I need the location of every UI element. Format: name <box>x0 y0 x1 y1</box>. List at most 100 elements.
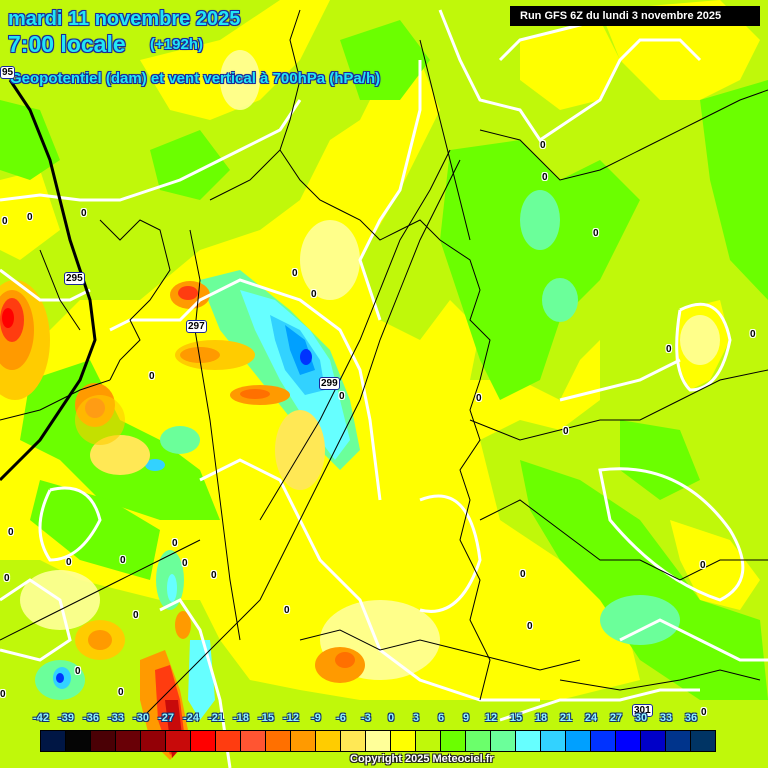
zero-contour-label: 0 <box>339 391 345 402</box>
colorbar-tick-label: 3 <box>412 712 420 724</box>
colorbar-swatch <box>641 731 666 751</box>
zero-contour-label: 0 <box>476 393 482 404</box>
colorbar-swatch <box>391 731 416 751</box>
colorbar-tick-label: -6 <box>336 712 346 724</box>
zero-contour-label: 0 <box>172 538 178 549</box>
zero-contour-label: 0 <box>120 555 126 566</box>
zero-contour-label: 0 <box>118 687 124 698</box>
colorbar-swatch <box>441 731 466 751</box>
colorbar-tick-label: 30 <box>634 712 648 724</box>
geopotential-label: 301 <box>632 704 653 717</box>
zero-contour-label: 0 <box>527 621 533 632</box>
zero-contour-label: 0 <box>133 610 139 621</box>
colorbar-swatch <box>566 731 591 751</box>
colorbar-swatch <box>541 731 566 751</box>
colorbar-tick-label: 15 <box>509 712 523 724</box>
colorbar-swatch <box>116 731 141 751</box>
zero-contour-label: 0 <box>81 208 87 219</box>
colorbar-tick-label: -3 <box>361 712 371 724</box>
zero-contour-label: 0 <box>700 560 706 571</box>
colorbar-swatch <box>316 731 341 751</box>
geopotential-label: 295 <box>64 272 85 285</box>
zero-contour-label: 0 <box>27 212 33 223</box>
colorbar-tick-label: 0 <box>387 712 395 724</box>
colorbar-tick-label: -21 <box>208 712 224 724</box>
zero-contour-label: 0 <box>540 140 546 151</box>
geopotential-contour-299 <box>259 149 451 521</box>
colorbar-tick-label: -33 <box>108 712 124 724</box>
colorbar-swatch <box>166 731 191 751</box>
colorbar-tick-label: -15 <box>258 712 274 724</box>
colorbar-tick-label: -12 <box>283 712 299 724</box>
copyright-text: Copyright 2025 Meteociel.fr <box>350 753 494 765</box>
geopotential-contour-295 <box>0 79 97 482</box>
colorbar-tick-label: 27 <box>609 712 623 724</box>
colorbar-legend <box>40 730 716 752</box>
colorbar-tick-label: 12 <box>484 712 498 724</box>
colorbar-tick-label: 21 <box>559 712 573 724</box>
colorbar-tick-label: 33 <box>659 712 673 724</box>
colorbar-swatch <box>591 731 616 751</box>
zero-contour-label: 0 <box>66 557 72 568</box>
colorbar-tick-label: -24 <box>183 712 199 724</box>
colorbar-tick-label: -36 <box>83 712 99 724</box>
colorbar-tick-label: 6 <box>437 712 445 724</box>
model-run-info: Run GFS 6Z du lundi 3 novembre 2025 <box>510 6 760 26</box>
geopotential-label: 297 <box>186 320 207 333</box>
zero-contour-label: 0 <box>75 666 81 677</box>
colorbar-swatch <box>666 731 691 751</box>
colorbar-tick-label: -9 <box>311 712 321 724</box>
zero-contour-label: 0 <box>542 172 548 183</box>
colorbar-swatch <box>516 731 541 751</box>
colorbar-swatch <box>341 731 366 751</box>
zero-contour-label: 0 <box>701 707 707 718</box>
colorbar-swatch <box>91 731 116 751</box>
colorbar-swatch <box>691 731 715 751</box>
zero-contour-label: 0 <box>4 573 10 584</box>
zero-contour-label: 0 <box>563 426 569 437</box>
zero-contour-label: 0 <box>593 228 599 239</box>
colorbar-tick-label: 18 <box>534 712 548 724</box>
colorbar-swatch <box>491 731 516 751</box>
colorbar-tick-label: 9 <box>462 712 470 724</box>
zero-contour-label: 0 <box>750 329 756 340</box>
colorbar-swatch <box>466 731 491 751</box>
zero-contour-label: 0 <box>8 527 14 538</box>
colorbar-swatch <box>366 731 391 751</box>
zero-contour-label: 0 <box>284 605 290 616</box>
zero-contour-label: 0 <box>211 570 217 581</box>
zero-contour-label: 0 <box>520 569 526 580</box>
colorbar-swatch <box>141 731 166 751</box>
colorbar-swatch <box>616 731 641 751</box>
colorbar-tick-label: -42 <box>33 712 49 724</box>
colorbar-swatch <box>41 731 66 751</box>
zero-contour-label: 0 <box>311 289 317 300</box>
colorbar-tick-label: -30 <box>133 712 149 724</box>
colorbar-swatch <box>291 731 316 751</box>
colorbar-tick-label: -27 <box>158 712 174 724</box>
colorbar-swatch <box>266 731 291 751</box>
colorbar-swatch <box>216 731 241 751</box>
colorbar-tick-label: 24 <box>584 712 598 724</box>
zero-contour-label: 0 <box>182 558 188 569</box>
zero-contour-label: 0 <box>149 371 155 382</box>
zero-contour-label: 0 <box>0 689 6 700</box>
geopotential-label: 95 <box>0 66 16 79</box>
geopotential-label: 299 <box>319 377 340 390</box>
colorbar-swatch <box>66 731 91 751</box>
colorbar-tick-label: -18 <box>233 712 249 724</box>
forecast-date: mardi 11 novembre 2025 <box>8 8 241 30</box>
colorbar-labels: -42 -39 -36 -33 -30 -27 -24 -21 -18 -15 -12 -9 -6 -3 0… <box>33 712 740 728</box>
colorbar-swatch <box>191 731 216 751</box>
zero-contour-label: 0 <box>292 268 298 279</box>
borders <box>0 9 768 721</box>
colorbar-swatch <box>416 731 441 751</box>
zero-contour-label: 0 <box>666 344 672 355</box>
forecast-lead-time: (+192h) <box>150 36 203 53</box>
colorbar-tick-label: -39 <box>58 712 74 724</box>
parameter-title: Geopotentiel (dam) et vent vertical à 70… <box>10 70 381 87</box>
zero-contour-label: 0 <box>2 216 8 227</box>
colorbar-tick-label: 36 <box>684 712 698 724</box>
colorbar-swatch <box>241 731 266 751</box>
